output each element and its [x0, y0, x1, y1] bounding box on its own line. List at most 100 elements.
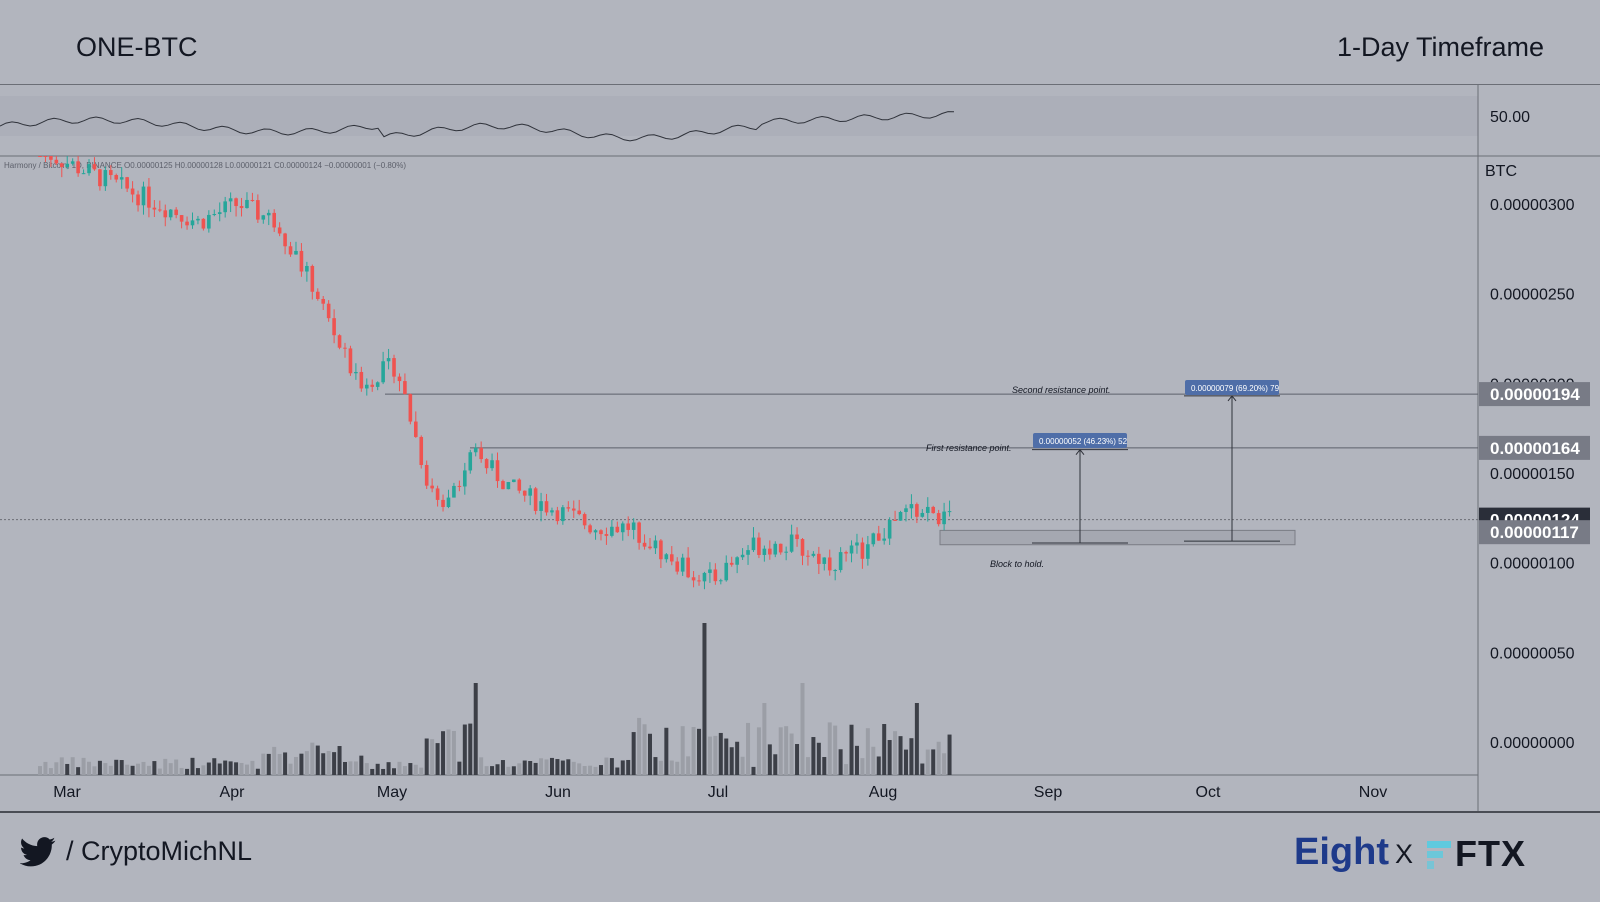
candle-body: [158, 209, 162, 211]
volume-bar: [468, 723, 473, 775]
volume-bar: [495, 764, 500, 775]
volume-bar: [201, 765, 206, 775]
volume-bar: [337, 746, 342, 775]
volume-bar: [293, 756, 298, 775]
candle-body: [163, 210, 168, 218]
price-tag-bg: [1479, 382, 1590, 407]
candle-body: [250, 199, 255, 201]
candle-body: [544, 501, 549, 513]
volume-bar: [272, 746, 277, 775]
candle-body: [196, 218, 200, 221]
first-resistance-label: First resistance point.: [926, 443, 1012, 453]
volume-bar: [119, 760, 124, 775]
volume-bar: [555, 759, 560, 775]
volume-bar: [500, 760, 505, 775]
volume-bar: [800, 683, 805, 775]
volume-bar: [784, 726, 789, 775]
candle-body: [517, 479, 522, 491]
candle-body: [343, 347, 347, 349]
volume-bar: [751, 766, 756, 775]
volume-bar: [381, 768, 386, 775]
volume-bar: [707, 736, 712, 775]
volume-bar: [718, 732, 723, 775]
y-tick-label: 0.00000050: [1490, 645, 1575, 662]
candle-body: [266, 212, 271, 216]
volume-bar: [658, 760, 663, 775]
candle-body: [168, 209, 173, 218]
candle-body: [403, 381, 407, 395]
candle-body: [484, 459, 489, 469]
candle-body: [430, 485, 434, 489]
volume-bar: [239, 762, 244, 775]
price-chart[interactable]: 50.00 BTC Harmony / Bitcoin, 1D, BINANCE…: [0, 84, 1600, 811]
candle-body: [615, 526, 620, 533]
candle-body: [778, 543, 783, 553]
volume-bar: [898, 736, 903, 775]
candle-body: [141, 186, 146, 206]
candle-body: [664, 554, 669, 560]
volume-bar: [484, 766, 489, 775]
candle-body: [566, 507, 571, 509]
candle-body: [648, 546, 652, 549]
candle-body: [838, 552, 843, 571]
rsi-line: [0, 111, 955, 142]
candle-body: [446, 497, 451, 508]
volume-bar: [816, 742, 821, 775]
volume-bar: [392, 768, 397, 775]
candle-body: [452, 485, 456, 498]
volume-bar: [669, 760, 674, 775]
candle-body: [315, 291, 320, 299]
candle-body: [724, 562, 729, 581]
candle-body: [348, 348, 353, 374]
volume-bar: [451, 730, 456, 775]
candle-body: [310, 265, 315, 292]
candle-body: [931, 506, 936, 514]
volume-bar: [844, 764, 849, 775]
volume-bar: [729, 747, 734, 775]
volume-bar: [261, 753, 266, 775]
volume-bar: [108, 765, 113, 775]
candle-body: [381, 361, 385, 383]
volume-bar: [228, 761, 233, 775]
volume-bar: [288, 763, 293, 775]
volume-bar: [70, 757, 75, 775]
candle-body: [299, 250, 304, 272]
volume-bar: [767, 744, 772, 775]
candle-body: [136, 194, 140, 206]
volume-bar: [740, 756, 745, 775]
candle-body: [239, 206, 244, 209]
volume-bar: [549, 757, 554, 775]
price-axis-unit: BTC: [1485, 163, 1517, 180]
candle-body: [326, 303, 331, 319]
candle-body: [419, 436, 424, 465]
twitter-handle[interactable]: / CryptoMichNL: [66, 836, 253, 866]
candle-body: [256, 200, 260, 220]
volume-bar: [577, 763, 582, 775]
volume-bar: [620, 760, 625, 775]
volume-bar: [441, 731, 446, 775]
candle-body: [392, 358, 396, 377]
volume-bar: [626, 759, 631, 775]
candle-body: [501, 481, 505, 490]
candle-body: [234, 198, 238, 207]
candle-body: [414, 421, 418, 437]
rsi-band: [0, 96, 1478, 136]
volume-bar: [87, 761, 92, 775]
volume-bar: [588, 765, 593, 775]
volume-bar: [871, 746, 876, 775]
candle-body: [751, 537, 756, 551]
volume-bar: [419, 767, 424, 775]
candle-body: [359, 371, 364, 389]
volume-bar: [255, 768, 260, 775]
y-tick-label: 0.00000300: [1490, 197, 1575, 214]
candle-body: [784, 551, 788, 553]
candle-body: [305, 265, 309, 272]
volume-bar: [746, 722, 751, 775]
volume-bar: [914, 703, 919, 775]
volume-bar: [125, 764, 130, 775]
volume-bar: [114, 759, 119, 775]
volume-bar: [250, 760, 255, 775]
twitter-icon[interactable]: [20, 837, 56, 867]
candle-body: [800, 539, 805, 556]
volume-bar: [277, 753, 282, 775]
